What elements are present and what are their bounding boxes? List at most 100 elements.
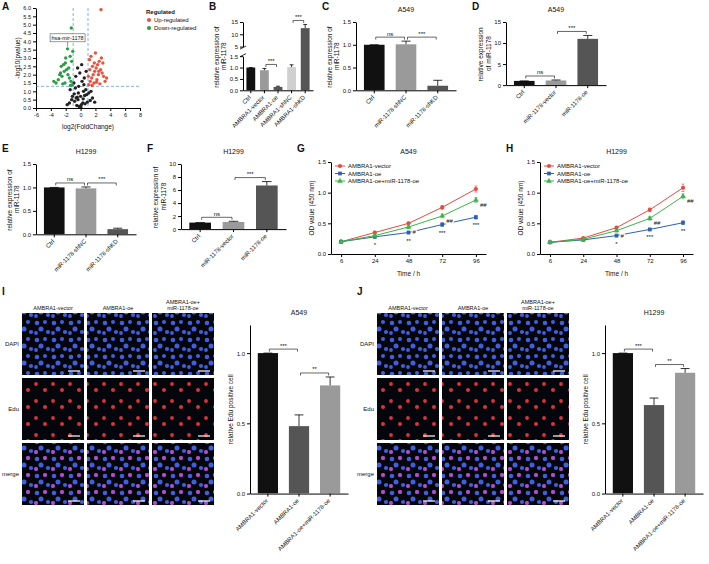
- tick: 10: [169, 161, 181, 167]
- bar: [320, 385, 340, 493]
- error-bar: [195, 222, 205, 223]
- tick-mark: [33, 164, 36, 165]
- tick-label: 0.0: [23, 232, 32, 238]
- error-bar: [648, 228, 651, 230]
- tick: 4.0: [23, 39, 36, 45]
- tick-label: 72: [647, 258, 654, 264]
- significance: *: [374, 242, 377, 248]
- tick-label: AMBRA1-shKD: [273, 94, 307, 128]
- scale-bar: [553, 435, 565, 436]
- line: [341, 189, 476, 242]
- tick-label: -2: [64, 112, 69, 118]
- point: [95, 80, 98, 83]
- bar: [76, 188, 97, 234]
- tick: AMBRA1-vector: [234, 494, 269, 533]
- point: [87, 83, 90, 86]
- point: [83, 94, 86, 97]
- error-bar: [618, 353, 627, 354]
- point: [101, 61, 104, 64]
- tick-label: 0.0: [592, 491, 601, 497]
- tick: 1.0: [343, 42, 356, 48]
- point: [614, 227, 620, 232]
- tick: 4: [173, 200, 181, 206]
- scale-bar: [198, 435, 210, 436]
- error-bar: [583, 35, 592, 38]
- error-bar: [407, 231, 410, 233]
- point: [96, 63, 99, 66]
- significance: ***: [280, 343, 288, 349]
- significance: ***: [635, 343, 643, 349]
- tick-label: 8: [173, 174, 177, 180]
- line: [550, 196, 683, 242]
- tick-label: 1.0: [318, 190, 327, 196]
- tick: AMBRA1-shKD: [273, 90, 307, 127]
- point: [66, 103, 69, 106]
- tick: miR-1178-vector: [522, 85, 557, 124]
- tick-label: AMBRA1-oe: [627, 497, 655, 525]
- tick-mark: [537, 254, 540, 255]
- point: [73, 92, 76, 95]
- bar: [44, 187, 65, 234]
- tick: 6: [173, 187, 181, 193]
- error-bar: [682, 184, 685, 191]
- tick: 5.0: [23, 22, 36, 28]
- tick-label: 1.5: [343, 19, 352, 25]
- axis: 51015: [231, 19, 243, 50]
- annotation: hsa-mir-1178: [52, 35, 84, 41]
- error-bar: [401, 41, 410, 44]
- bar: [546, 80, 567, 85]
- scale-bar: [423, 435, 435, 436]
- point: [58, 73, 61, 76]
- point: [52, 80, 55, 83]
- bar: [289, 426, 309, 493]
- tick: 48: [614, 254, 621, 264]
- error-bar: [113, 228, 122, 230]
- point: [105, 76, 108, 79]
- bar: [260, 70, 269, 90]
- axis-title: -log10(pvalue): [14, 37, 22, 79]
- tick: 0.5: [527, 221, 540, 227]
- point: [103, 80, 106, 83]
- point: [74, 75, 77, 78]
- error-bar: [650, 398, 659, 405]
- legend-label: AMBRA1-oe: [348, 171, 382, 177]
- tick-mark: [328, 193, 331, 194]
- point: [93, 100, 96, 103]
- error-bar: [474, 186, 477, 192]
- legend-label: Up-regulated: [154, 17, 189, 23]
- error-bar: [433, 80, 442, 85]
- bar: [514, 81, 535, 85]
- tick: 96: [473, 254, 480, 264]
- tick-mark: [33, 187, 36, 188]
- tick: AMBRA1-oe: [627, 494, 655, 526]
- point: [92, 73, 95, 76]
- tick-mark: [503, 85, 506, 86]
- column-header: AMBRA1-oe: [103, 305, 134, 311]
- axis: AMBRA1-vectorAMBRA1-oeAMBRA1-oe+miR-1178…: [234, 494, 348, 552]
- tick: 10: [231, 32, 243, 38]
- axis: 0.00.51.01.5: [230, 54, 244, 94]
- tick: 0.0: [318, 251, 331, 257]
- significance: ##: [687, 198, 694, 204]
- significance: *: [615, 241, 618, 247]
- point: [84, 70, 87, 73]
- panel-letter: B: [209, 1, 216, 12]
- significance: ***: [295, 14, 303, 20]
- tick-label: 1.0: [343, 42, 352, 48]
- bracket: [202, 217, 232, 220]
- error-bar: [262, 182, 272, 186]
- plot-area: [189, 182, 277, 230]
- scale-bar: [488, 500, 500, 501]
- tick: 0.0: [237, 491, 250, 497]
- tick-label: 1.0: [237, 351, 246, 357]
- bar: [256, 185, 278, 229]
- tick: 2.0: [23, 72, 36, 78]
- tick-mark: [437, 90, 438, 93]
- point: [83, 76, 86, 79]
- panel: E0.00.51.01.5CtrlmiR-1178-shNCmiR-1178-s…: [2, 143, 137, 273]
- tick-mark: [503, 22, 506, 23]
- tick-mark: [683, 254, 684, 257]
- legend-label: AMBRA1-vector: [348, 163, 391, 169]
- plot-area: [338, 186, 478, 244]
- axis-title: log2(FoldChange): [62, 123, 114, 131]
